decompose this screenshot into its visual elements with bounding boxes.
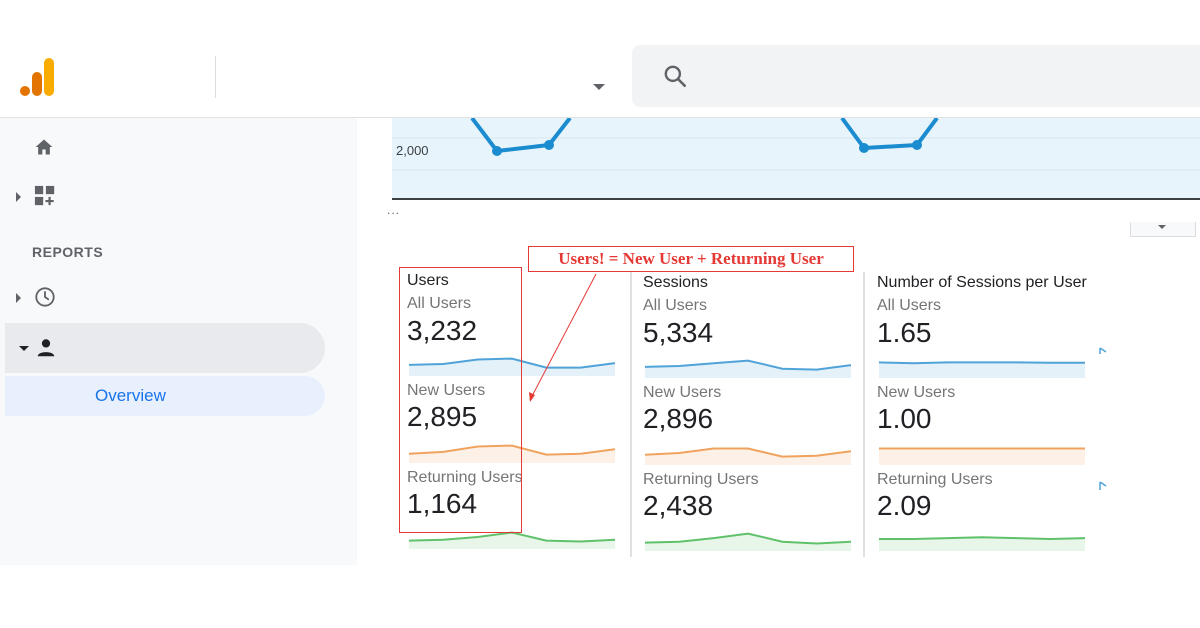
metric-value: 2,895 bbox=[407, 401, 478, 432]
reports-heading: REPORTS bbox=[32, 244, 104, 260]
metric-value: 2,896 bbox=[643, 403, 714, 434]
expand-chevron-right-icon[interactable] bbox=[16, 192, 21, 202]
clock-icon bbox=[35, 287, 55, 307]
sparkline-area bbox=[645, 533, 851, 551]
sidebar-item-home[interactable] bbox=[0, 121, 325, 171]
chart-point[interactable] bbox=[912, 140, 922, 150]
sparkline bbox=[879, 536, 1085, 551]
home-icon bbox=[35, 139, 53, 155]
chart-point[interactable] bbox=[544, 140, 554, 150]
chart-point[interactable] bbox=[492, 146, 502, 156]
sparkline-line bbox=[645, 447, 851, 458]
metric-value: 2.09 bbox=[877, 490, 932, 521]
metric-value: 1.65 bbox=[877, 317, 932, 348]
sparkline bbox=[645, 532, 851, 551]
metric-column-users: Users All Users 3,232 New Users 2,895 Re… bbox=[407, 268, 622, 558]
chevron-down-icon bbox=[1158, 225, 1166, 229]
users-over-time-chart: 2,000 bbox=[392, 118, 1200, 200]
metric-column-sessions-per-user: Number of Sessions per User All Users 1.… bbox=[877, 268, 1092, 558]
top-bar bbox=[0, 0, 1200, 118]
clipped-next-column-marks bbox=[1099, 347, 1107, 490]
sidebar-item-customization[interactable] bbox=[0, 171, 325, 221]
chart-point[interactable] bbox=[859, 143, 869, 153]
annotation-label: Users! = New User + Returning User bbox=[528, 246, 854, 272]
sidebar-item-audience[interactable] bbox=[5, 323, 325, 373]
search-icon[interactable] bbox=[662, 63, 688, 89]
column-divider bbox=[630, 272, 632, 557]
annotation-highlight-box bbox=[399, 267, 522, 533]
segment-label: Returning Users bbox=[407, 469, 523, 486]
segment-label: All Users bbox=[407, 295, 472, 312]
sparkline bbox=[879, 361, 1085, 378]
metric-title: Sessions bbox=[643, 274, 708, 291]
sparkline-line bbox=[409, 444, 615, 456]
segment-label: New Users bbox=[643, 384, 722, 401]
sparkline-area bbox=[409, 358, 615, 376]
sparkline-area bbox=[879, 362, 1085, 378]
chart-series-line bbox=[840, 118, 939, 150]
y-axis-tick-label: 2,000 bbox=[396, 143, 429, 158]
sparkline-line bbox=[645, 532, 851, 545]
sparkline-line bbox=[879, 361, 1085, 365]
sparkline-area bbox=[409, 532, 615, 549]
metric-value: 3,232 bbox=[407, 315, 478, 346]
sidebar-item-realtime[interactable] bbox=[0, 273, 325, 323]
chart-more-indicator: ... bbox=[387, 203, 401, 217]
google-analytics-logo[interactable] bbox=[20, 58, 56, 98]
metric-value: 5,334 bbox=[643, 317, 714, 348]
chart-gridlines bbox=[392, 118, 1200, 171]
sparkline bbox=[645, 447, 851, 465]
dashboard-grid-icon bbox=[34, 185, 55, 206]
account-selector-chevron-down-icon[interactable] bbox=[593, 84, 605, 90]
metric-value: 1.00 bbox=[877, 403, 932, 434]
sparkline-line bbox=[645, 359, 851, 371]
sidebar-item-overview[interactable]: Overview bbox=[5, 376, 325, 416]
segment-label: All Users bbox=[643, 297, 708, 314]
annotation-arrow bbox=[529, 273, 597, 402]
metric-column-sessions: Sessions All Users 5,334 New Users 2,896… bbox=[643, 268, 858, 558]
segment-label: Returning Users bbox=[877, 471, 993, 488]
segment-label: New Users bbox=[877, 384, 956, 401]
sparkline-area bbox=[879, 537, 1085, 551]
header-divider bbox=[215, 56, 216, 98]
sparkline-area bbox=[645, 448, 851, 465]
metric-value: 1,164 bbox=[407, 488, 478, 519]
sparkline-area bbox=[879, 448, 1085, 465]
chart-series-line bbox=[470, 118, 572, 153]
sparkline bbox=[879, 447, 1085, 465]
expand-chevron-right-icon[interactable] bbox=[16, 293, 21, 303]
collapse-chevron-down-icon[interactable] bbox=[19, 346, 29, 351]
segment-label: Returning Users bbox=[643, 471, 759, 488]
sparkline bbox=[409, 357, 615, 376]
column-divider bbox=[863, 272, 865, 557]
segment-label: New Users bbox=[407, 382, 486, 399]
person-icon bbox=[37, 339, 55, 357]
segment-label: All Users bbox=[877, 297, 942, 314]
sparkline-line bbox=[879, 536, 1085, 541]
metric-value: 2,438 bbox=[643, 490, 714, 521]
search-box[interactable] bbox=[632, 45, 1200, 107]
sidebar: REPORTS Overview bbox=[0, 118, 357, 565]
metric-title: Users bbox=[407, 272, 449, 289]
metric-title: Number of Sessions per User bbox=[877, 274, 1087, 291]
metric-dropdown[interactable] bbox=[1130, 222, 1196, 237]
sparkline bbox=[645, 359, 851, 378]
sidebar-item-label: Overview bbox=[95, 386, 166, 405]
sparkline-line bbox=[409, 357, 615, 369]
sparkline bbox=[409, 444, 615, 463]
